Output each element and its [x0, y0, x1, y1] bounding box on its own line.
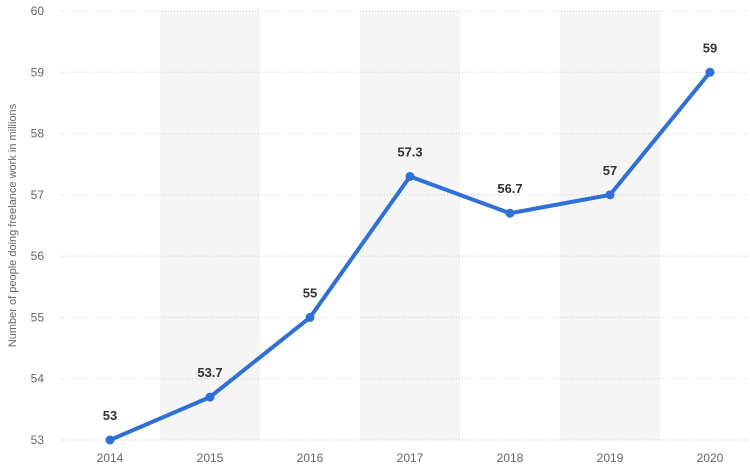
x-tick-label: 2020 — [697, 451, 724, 465]
y-tick-label: 53 — [31, 433, 45, 447]
x-tick-label: 2018 — [497, 451, 524, 465]
data-label: 53.7 — [197, 365, 222, 380]
x-tick-label: 2016 — [297, 451, 324, 465]
x-tick-label: 2019 — [597, 451, 624, 465]
y-tick-label: 54 — [31, 372, 45, 386]
y-tick-label: 55 — [31, 310, 45, 324]
data-point[interactable] — [405, 171, 415, 181]
data-label: 53 — [103, 408, 117, 423]
x-tick-label: 2015 — [197, 451, 224, 465]
data-point[interactable] — [505, 208, 515, 218]
data-label: 57.3 — [397, 144, 422, 159]
data-label: 55 — [303, 285, 317, 300]
y-tick-label: 56 — [31, 249, 45, 263]
data-point[interactable] — [105, 435, 115, 445]
y-tick-label: 59 — [31, 65, 45, 79]
data-label: 56.7 — [497, 181, 522, 196]
data-point[interactable] — [205, 392, 215, 402]
x-tick-label: 2017 — [397, 451, 424, 465]
x-tick-label: 2014 — [97, 451, 124, 465]
data-point[interactable] — [705, 67, 715, 77]
data-label: 57 — [603, 163, 617, 178]
y-axis-label: Number of people doing freelance work in… — [7, 103, 19, 347]
data-label: 59 — [703, 40, 717, 55]
y-tick-label: 57 — [31, 188, 45, 202]
data-point[interactable] — [305, 312, 315, 322]
y-tick-label: 58 — [31, 127, 45, 141]
y-tick-label: 60 — [31, 4, 45, 18]
data-point[interactable] — [605, 190, 615, 200]
column-band — [560, 11, 660, 440]
